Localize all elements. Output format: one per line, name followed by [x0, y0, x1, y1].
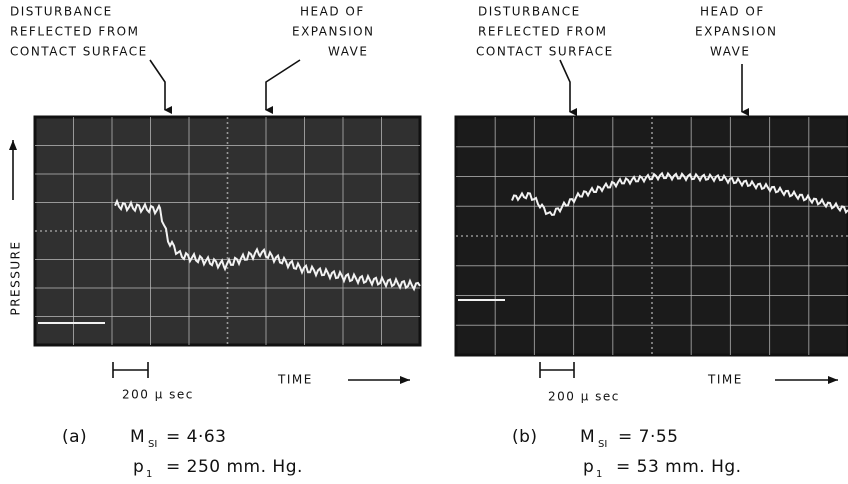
symbol: p [133, 457, 144, 477]
y-axis-label: PRESSURE [9, 240, 23, 315]
subscript: 1 [146, 469, 152, 480]
scale-label: 200 μ sec [122, 388, 194, 402]
panel-tag: (a) [62, 427, 87, 447]
trace [114, 198, 421, 292]
annotation: DISTURBANCE [478, 5, 581, 19]
trace [511, 171, 848, 216]
value: = 7·55 [618, 427, 679, 447]
annotation: HEAD OF [300, 5, 365, 19]
value: = 4·63 [166, 427, 227, 447]
annotation: WAVE [328, 45, 368, 59]
symbol: M [130, 427, 145, 447]
symbol: p [583, 457, 594, 477]
annotation: HEAD OF [700, 5, 765, 19]
annotation: WAVE [710, 45, 750, 59]
screen [33, 115, 422, 347]
annotation: REFLECTED FROM [10, 25, 139, 39]
annotation: REFLECTED FROM [478, 25, 607, 39]
x-axis-label: TIME [707, 373, 743, 387]
scale-label: 200 μ sec [548, 390, 620, 404]
value: = 53 mm. Hg. [616, 457, 742, 477]
subscript: 1 [596, 469, 602, 480]
panel-tag: (b) [512, 427, 538, 447]
screens [33, 115, 848, 357]
annotation: CONTACT SURFACE [476, 45, 614, 59]
arrows [9, 59, 838, 384]
symbol: M [580, 427, 595, 447]
annotation: DISTURBANCE [10, 5, 113, 19]
value: = 250 mm. Hg. [166, 457, 303, 477]
subscript: SI [148, 439, 157, 450]
x-axis-label: TIME [277, 373, 313, 387]
annotation: EXPANSION [695, 25, 778, 39]
annotation: EXPANSION [292, 25, 375, 39]
subscript: SI [598, 439, 607, 450]
annotation: CONTACT SURFACE [10, 45, 148, 59]
